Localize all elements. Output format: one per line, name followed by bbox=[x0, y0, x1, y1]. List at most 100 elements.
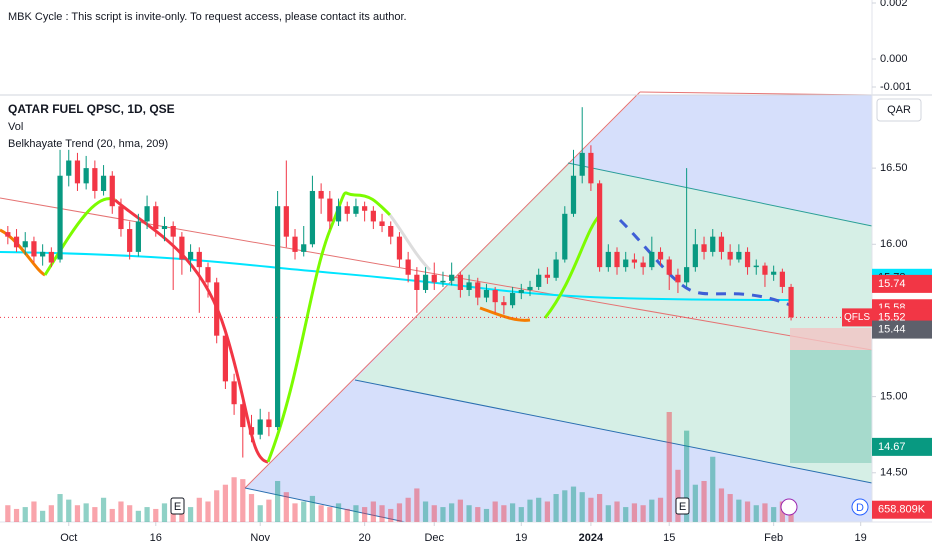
volume-bar bbox=[118, 501, 124, 522]
volume-bar bbox=[440, 507, 446, 522]
split-icon[interactable] bbox=[780, 498, 798, 516]
candle-body bbox=[771, 271, 777, 275]
volume-bar bbox=[596, 494, 603, 522]
volume-bar bbox=[501, 505, 507, 522]
moving-average bbox=[0, 251, 791, 301]
earnings-icon[interactable] bbox=[675, 497, 690, 515]
volume-bar bbox=[553, 494, 559, 522]
candle-body bbox=[257, 419, 263, 435]
volume-bar bbox=[666, 412, 672, 522]
volume-bar bbox=[457, 499, 463, 522]
earnings-marker[interactable]: E bbox=[174, 501, 181, 513]
candle-body bbox=[405, 259, 411, 275]
volume-bar bbox=[83, 503, 89, 522]
volume-label: Vol bbox=[8, 121, 23, 133]
volume-bar bbox=[518, 507, 524, 522]
candle-body bbox=[623, 259, 629, 268]
volume-bar bbox=[301, 501, 307, 522]
volume-bar bbox=[144, 507, 150, 522]
earnings-marker[interactable]: E bbox=[679, 501, 686, 513]
dividend-icon[interactable] bbox=[851, 498, 869, 516]
volume-bar bbox=[275, 480, 281, 522]
candle-body bbox=[527, 286, 533, 290]
candle-body bbox=[744, 251, 751, 268]
volume-bar bbox=[570, 486, 577, 522]
volume-bar bbox=[744, 501, 751, 522]
candle-body bbox=[344, 206, 350, 214]
candle-body bbox=[440, 280, 446, 283]
price-badge bbox=[872, 437, 932, 456]
price-badge-label: 14.67 bbox=[878, 441, 906, 453]
candle-body bbox=[187, 251, 194, 260]
hma-segment bbox=[43, 197, 116, 276]
dividend-marker[interactable]: D bbox=[856, 502, 864, 514]
volume-bar bbox=[379, 505, 385, 522]
channel-upper bbox=[567, 162, 873, 227]
candle-body bbox=[370, 210, 376, 222]
volume-bar bbox=[771, 507, 777, 522]
volume-bar bbox=[422, 501, 429, 522]
candle-body bbox=[640, 262, 646, 268]
candle-body bbox=[684, 267, 690, 283]
volume-bar bbox=[31, 501, 37, 522]
volume-badge-label: 658.809K bbox=[878, 504, 926, 516]
candle-body bbox=[492, 289, 498, 303]
volume-bar bbox=[675, 469, 681, 522]
candle-body bbox=[605, 251, 611, 268]
candle-body bbox=[353, 206, 359, 214]
candle-body bbox=[248, 427, 255, 435]
volume-bar bbox=[466, 505, 472, 522]
candle-body bbox=[22, 241, 28, 248]
candle-body bbox=[144, 206, 150, 222]
indicator-tick-label: -0.001 bbox=[880, 81, 911, 93]
volume-bar bbox=[214, 490, 220, 522]
x-tick-label: Dec bbox=[424, 532, 444, 544]
volume-bar bbox=[605, 505, 611, 522]
volume-bar bbox=[196, 497, 202, 522]
volume-bar bbox=[187, 507, 194, 522]
candle-body bbox=[362, 206, 368, 211]
x-tick-label: 16 bbox=[150, 532, 162, 544]
currency-box[interactable] bbox=[876, 98, 922, 122]
volume-bar bbox=[370, 501, 376, 522]
reward-box bbox=[790, 350, 872, 463]
volume-bar bbox=[657, 497, 664, 522]
channel-lower bbox=[354, 379, 873, 484]
candle-body bbox=[692, 244, 698, 268]
price-badge-label: 15.44 bbox=[878, 323, 906, 335]
trend-label: Belkhayate Trend (20, hma, 209) bbox=[8, 138, 168, 150]
volume-bar bbox=[222, 484, 229, 522]
candle-body bbox=[388, 226, 394, 237]
volume-bar bbox=[718, 488, 725, 522]
currency[interactable]: QAR bbox=[887, 104, 911, 116]
price-badge bbox=[872, 274, 932, 293]
price-name-box bbox=[842, 308, 872, 327]
volume-bar bbox=[66, 499, 72, 522]
candle-body bbox=[422, 274, 429, 290]
candle-body bbox=[214, 282, 220, 336]
volume-bar bbox=[240, 479, 246, 522]
candle-body bbox=[736, 251, 742, 260]
x-tick-label: 19 bbox=[515, 532, 527, 544]
volume-bar bbox=[153, 508, 159, 522]
candle-body bbox=[414, 274, 420, 290]
x-tick-label: 19 bbox=[855, 532, 867, 544]
candle-body bbox=[301, 244, 307, 252]
candle-body bbox=[710, 236, 716, 252]
candle-body bbox=[753, 265, 759, 268]
volume-bar bbox=[684, 430, 690, 522]
volume-bar bbox=[588, 497, 594, 522]
candle-body bbox=[544, 274, 551, 278]
volume-bar bbox=[48, 505, 54, 522]
volume-bar bbox=[109, 508, 115, 522]
chart-title: QATAR FUEL QPSC, 1D, QSE bbox=[8, 102, 175, 116]
candle-body bbox=[475, 282, 481, 298]
price-badge bbox=[872, 320, 932, 339]
earnings-icon[interactable] bbox=[170, 497, 185, 515]
volume-bar bbox=[579, 492, 585, 522]
volume-bar bbox=[475, 507, 481, 522]
candle-body bbox=[457, 274, 463, 290]
volume-bar bbox=[335, 503, 342, 522]
candle-body bbox=[179, 236, 185, 260]
